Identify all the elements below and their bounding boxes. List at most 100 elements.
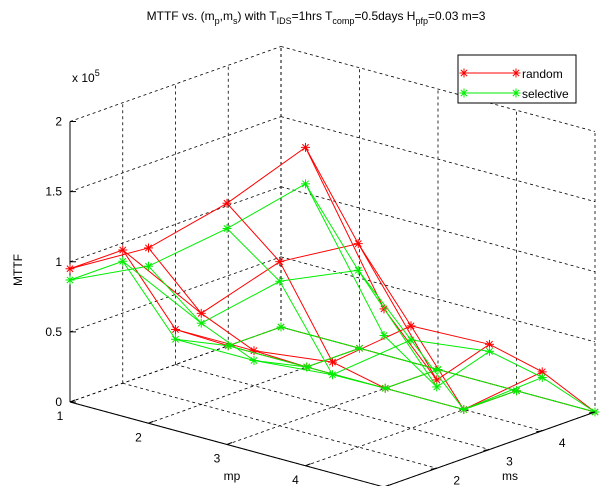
data-point-marker [328, 371, 337, 379]
gridline-z [69, 256, 282, 333]
data-point-marker [119, 257, 127, 265]
y-tick-mark [483, 449, 490, 451]
data-point-marker [144, 262, 153, 270]
data-point-marker [485, 340, 494, 348]
legend: random selective [457, 54, 577, 104]
z-tick-label: 0 [55, 395, 62, 409]
data-point-marker [276, 258, 284, 266]
chart-title: MTTF vs. (mp,ms) with TIDS=1hrs Tcomp=0.… [147, 9, 486, 26]
gridline-y [122, 382, 437, 469]
data-point-marker [276, 277, 284, 285]
data-point-marker [328, 358, 337, 366]
data-point-marker [460, 405, 468, 414]
data-point-marker [66, 265, 74, 273]
data-point-marker [144, 244, 153, 252]
title-sub-comp: comp [332, 16, 354, 26]
legend-marker [460, 69, 468, 77]
legend-label: random [522, 67, 563, 81]
y-tick-mark [536, 430, 543, 433]
z-axis-label: MTTF [11, 254, 25, 286]
data-point-marker [434, 365, 442, 374]
y-tick-label: 3 [506, 455, 513, 469]
data-point-marker [197, 319, 205, 327]
data-point-marker [66, 276, 74, 284]
x-tick-mark [305, 463, 311, 467]
series-layer [65, 142, 600, 417]
x-tick-label: 3 [214, 452, 221, 466]
data-point-marker [407, 336, 415, 344]
data-point-marker [223, 225, 231, 233]
legend-marker [512, 89, 520, 97]
z-tick-label: 2 [55, 115, 62, 129]
data-point-marker [407, 322, 415, 330]
data-point-marker [354, 240, 362, 248]
z-exponent-label: x 105 [72, 68, 100, 85]
x-tick-mark [148, 420, 154, 424]
legend-entry-random: random [459, 67, 563, 81]
gridline-z [69, 186, 282, 263]
data-point-marker [171, 335, 180, 343]
data-point-marker [355, 344, 364, 352]
data-point-marker [301, 143, 310, 151]
data-point-marker [303, 363, 311, 371]
series-selective [65, 179, 600, 417]
data-point-marker [433, 383, 441, 391]
x-tick-label: 4 [292, 473, 299, 486]
legend-marker [460, 89, 468, 97]
data-point-marker [250, 357, 258, 365]
data-point-marker [171, 325, 180, 333]
z-tick-label: 1 [55, 255, 62, 269]
x-tick-mark [226, 442, 233, 445]
gridline-z [280, 46, 596, 132]
title-sub-p: p [215, 16, 220, 26]
data-point-marker [538, 368, 546, 376]
data-point-marker [250, 347, 258, 355]
x-tick-mark [385, 484, 390, 486]
title-part: ,m [220, 9, 233, 23]
x-tick-label: 1 [57, 409, 64, 423]
legend-entry-selective: selective [459, 87, 569, 101]
data-point-marker [380, 332, 388, 340]
data-point-marker [301, 180, 310, 188]
y-tick-mark [430, 467, 437, 470]
data-point-marker [485, 347, 494, 355]
gridline-y [175, 364, 490, 450]
y-axis-label: ms [502, 469, 518, 483]
x-tick-mark [69, 399, 76, 403]
gridline-z [69, 116, 282, 193]
title-part: =0.5days H [354, 9, 415, 23]
title-sub-s: s [233, 16, 238, 26]
data-point-marker [277, 323, 285, 331]
data-point-marker [223, 199, 231, 207]
data-point-marker [354, 266, 362, 274]
x-axis-label: mp [224, 469, 241, 483]
title-sub-pfp: pfp [415, 16, 428, 26]
legend-items: random selective [459, 67, 569, 101]
data-point-marker [538, 373, 546, 381]
z-tick-label: 0.5 [45, 325, 62, 339]
legend-label: selective [522, 87, 569, 101]
title-part: =1hrs T [292, 9, 333, 23]
z-tick-label: 1.5 [45, 185, 62, 199]
data-point-marker [381, 384, 389, 392]
legend-box [457, 54, 577, 104]
x-tick-label: 2 [135, 430, 142, 444]
legend-marker [512, 69, 520, 77]
title-sub-ids: IDS [277, 16, 292, 26]
title-part: MTTF vs. (m [147, 9, 215, 23]
y-tick-mark [588, 411, 596, 414]
tick-labels: 00.511.52123452345 [45, 115, 596, 486]
data-point-marker [224, 342, 232, 350]
z-multiplier-base: x 10 [72, 71, 95, 85]
data-point-marker [197, 309, 205, 317]
title-part: ) with T [237, 9, 277, 23]
y-tick-label: 4 [559, 436, 566, 450]
title-part: =0.03 m=3 [428, 9, 486, 23]
z-multiplier-exponent: 5 [95, 68, 100, 78]
data-point-marker [119, 246, 127, 254]
data-point-marker [512, 387, 521, 395]
gridline-z [280, 256, 596, 343]
data-point-marker [433, 376, 441, 384]
series-line [305, 147, 517, 411]
